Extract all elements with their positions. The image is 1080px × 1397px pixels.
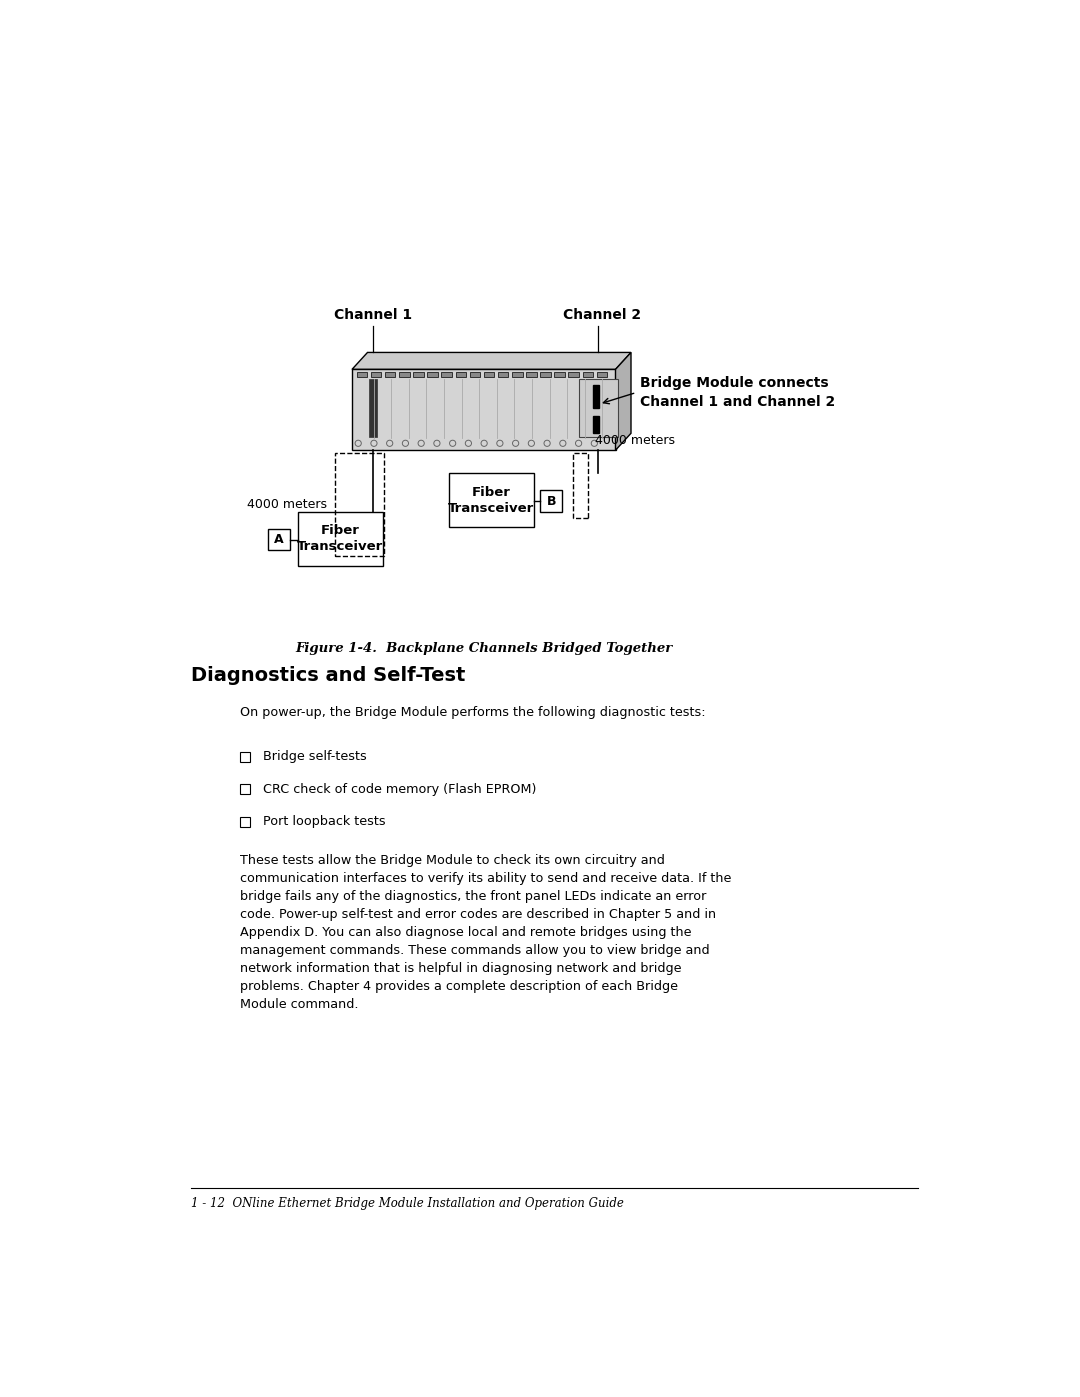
Bar bbox=[572, 453, 588, 518]
Text: Figure 1-4.  Backplane Channels Bridged Together: Figure 1-4. Backplane Channels Bridged T… bbox=[295, 643, 673, 655]
Bar bbox=[428, 372, 437, 377]
Bar bbox=[582, 372, 593, 377]
Bar bbox=[484, 372, 495, 377]
Polygon shape bbox=[616, 352, 631, 450]
Bar bbox=[498, 372, 509, 377]
Bar bbox=[414, 372, 423, 377]
Text: On power-up, the Bridge Module performs the following diagnostic tests:: On power-up, the Bridge Module performs … bbox=[240, 705, 705, 718]
Bar bbox=[540, 372, 551, 377]
Text: Fiber
Transceiver: Fiber Transceiver bbox=[297, 524, 383, 553]
Text: Diagnostics and Self-Test: Diagnostics and Self-Test bbox=[191, 665, 465, 685]
Bar bbox=[456, 372, 467, 377]
Text: Channel 2: Channel 2 bbox=[564, 309, 642, 323]
Bar bbox=[597, 372, 607, 377]
Bar bbox=[298, 511, 383, 566]
Text: These tests allow the Bridge Module to check its own circuitry and
communication: These tests allow the Bridge Module to c… bbox=[240, 855, 731, 1011]
Bar bbox=[240, 752, 249, 763]
Text: 1 - 12  ONline Ethernet Bridge Module Installation and Operation Guide: 1 - 12 ONline Ethernet Bridge Module Ins… bbox=[191, 1197, 623, 1210]
Text: B: B bbox=[546, 495, 556, 507]
Text: Channel 1: Channel 1 bbox=[334, 309, 411, 323]
Text: Bridge Module connects
Channel 1 and Channel 2: Bridge Module connects Channel 1 and Cha… bbox=[640, 376, 836, 409]
Bar bbox=[540, 490, 562, 511]
Bar bbox=[240, 817, 249, 827]
Bar bbox=[579, 380, 618, 437]
Bar bbox=[352, 369, 616, 450]
Bar bbox=[369, 380, 377, 437]
Text: Fiber
Transceiver: Fiber Transceiver bbox=[448, 486, 535, 514]
Bar bbox=[399, 372, 409, 377]
Bar bbox=[384, 372, 395, 377]
Polygon shape bbox=[352, 352, 631, 369]
Bar bbox=[512, 372, 523, 377]
Text: 4000 meters: 4000 meters bbox=[595, 434, 675, 447]
Bar bbox=[268, 529, 291, 550]
Bar bbox=[449, 474, 535, 527]
Bar bbox=[526, 372, 537, 377]
Bar bbox=[568, 372, 579, 377]
Bar bbox=[470, 372, 481, 377]
Text: 4000 meters: 4000 meters bbox=[247, 499, 327, 511]
Text: A: A bbox=[274, 534, 284, 546]
Text: Port loopback tests: Port loopback tests bbox=[262, 814, 386, 828]
Bar bbox=[593, 384, 599, 408]
Bar bbox=[593, 416, 599, 433]
Text: CRC check of code memory (Flash EPROM): CRC check of code memory (Flash EPROM) bbox=[262, 782, 537, 795]
Bar bbox=[356, 372, 367, 377]
Bar bbox=[554, 372, 565, 377]
Bar bbox=[442, 372, 451, 377]
Bar bbox=[370, 372, 381, 377]
Bar bbox=[240, 784, 249, 795]
Text: Bridge self-tests: Bridge self-tests bbox=[262, 750, 366, 763]
Bar bbox=[335, 453, 383, 556]
